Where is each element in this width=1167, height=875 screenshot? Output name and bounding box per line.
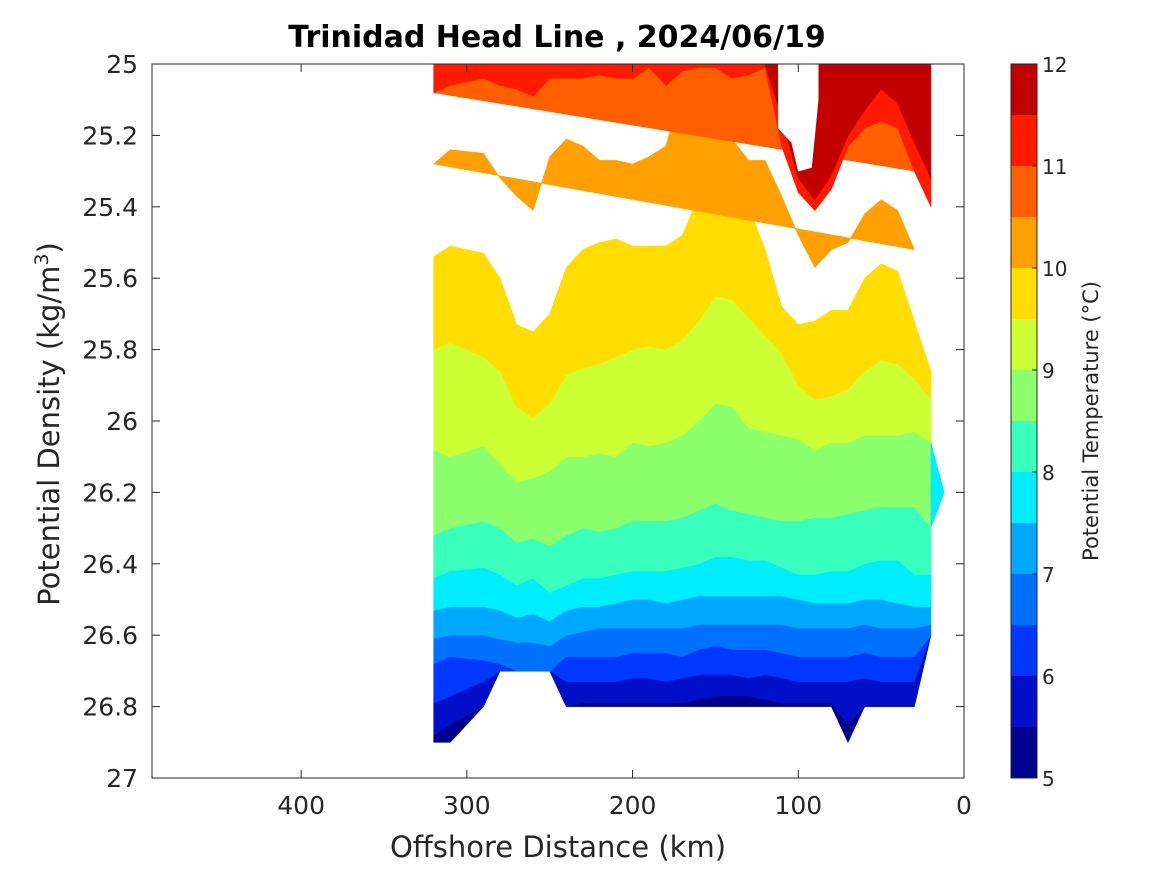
y-tick-label: 26.8 xyxy=(82,693,138,722)
colorbar-swatch-7-7.5 xyxy=(1011,523,1037,574)
y-axis-label-superscript: 3 xyxy=(31,253,53,265)
colorbar-swatch-6-6.5 xyxy=(1011,625,1037,676)
colorbar-swatch-8.5-9 xyxy=(1011,370,1037,421)
colorbar-swatch-11-11.5 xyxy=(1011,115,1037,166)
y-tick-label: 26 xyxy=(106,407,138,436)
colorbar-frame xyxy=(1010,63,1038,779)
x-tick-label: 0 xyxy=(956,791,972,820)
colorbar-swatch-10.5-11 xyxy=(1011,166,1037,217)
x-axis-ticks: 400 300 200 100 0 xyxy=(277,64,972,820)
chart-title: Trinidad Head Line , 2024/06/19 xyxy=(288,20,825,55)
colorbar-tick-label: 10 xyxy=(1042,257,1067,281)
nearshore-tip xyxy=(930,442,945,529)
y-axis-ticks: 25 25.2 25.4 25.6 25.8 26 26.2 26.4 26.6 26.8 27 xyxy=(82,50,964,793)
y-tick-label: 25.8 xyxy=(82,336,138,365)
colorbar-ticks: 5 6 7 8 9 10 11 12 xyxy=(1032,53,1067,791)
y-axis-label: Potential Density (kg/m3) xyxy=(31,242,66,606)
x-axis-label: Offshore Distance (km) xyxy=(390,830,726,864)
y-tick-label: 27 xyxy=(106,764,138,793)
x-tick-label: 400 xyxy=(277,791,325,820)
y-tick-label: 26.6 xyxy=(82,621,138,650)
colorbar-tick-label: 8 xyxy=(1042,461,1055,485)
colorbar: 5 6 7 8 9 10 11 12 Potential Temperature (°C) xyxy=(1010,53,1103,791)
x-tick-label: 200 xyxy=(609,791,657,820)
contour-bands xyxy=(432,63,945,744)
x-tick-label: 300 xyxy=(443,791,491,820)
colorbar-swatch-8-8.5 xyxy=(1011,421,1037,472)
colorbar-swatch-7.5-8 xyxy=(1011,472,1037,523)
colorbar-tick-label: 9 xyxy=(1042,359,1055,383)
no-data-region xyxy=(778,63,819,172)
colorbar-swatch-5.5-6 xyxy=(1011,676,1037,727)
colorbar-swatch-10-10.5 xyxy=(1011,217,1037,268)
y-tick-label: 26.4 xyxy=(82,550,138,579)
colorbar-tick-label: 6 xyxy=(1042,665,1055,689)
x-tick-label: 100 xyxy=(774,791,822,820)
colorbar-tick-label: 5 xyxy=(1042,767,1055,791)
colorbar-swatch-6.5-7 xyxy=(1011,574,1037,625)
y-tick-label: 25 xyxy=(106,50,138,79)
colorbar-tick-label: 12 xyxy=(1042,53,1067,77)
y-axis-label-main: Potential Density (kg/m xyxy=(32,266,66,606)
y-axis-label-close: ) xyxy=(32,242,66,253)
y-tick-label: 25.4 xyxy=(82,193,138,222)
colorbar-segments xyxy=(1011,64,1037,778)
colorbar-swatch-11.5-12 xyxy=(1011,64,1037,115)
colorbar-tick-label: 11 xyxy=(1042,155,1067,179)
colorbar-swatch-9-9.5 xyxy=(1011,319,1037,370)
colorbar-label: Potential Temperature (°C) xyxy=(1079,281,1103,561)
colorbar-swatch-5-5.5 xyxy=(1011,727,1037,778)
y-tick-label: 25.2 xyxy=(82,121,138,150)
y-tick-label: 25.6 xyxy=(82,264,138,293)
colorbar-tick-label: 7 xyxy=(1042,563,1055,587)
y-tick-label: 26.2 xyxy=(82,478,138,507)
contour-band-9.5-10 xyxy=(433,185,932,418)
plot-area: 400 300 200 100 0 25 25.2 25.4 25.6 25.8 26 26.2 26… xyxy=(82,50,972,820)
colorbar-swatch-9.5-10 xyxy=(1011,268,1037,319)
